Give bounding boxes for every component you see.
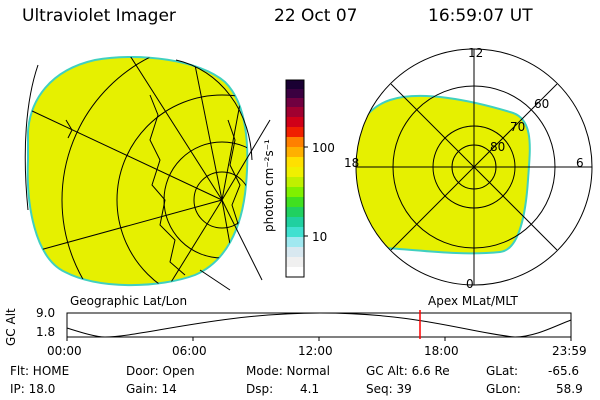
mlat-label-60: 60: [534, 97, 550, 111]
status-dsp-label: Dsp:: [246, 382, 274, 396]
geographic-panel-label: Geographic Lat/Lon: [70, 294, 188, 308]
mlat-label-80: 80: [490, 140, 506, 154]
mlt-label-12: 12: [468, 46, 484, 60]
status-seq: Seq: 39: [366, 382, 412, 396]
date-label: 22 Oct 07: [274, 6, 358, 26]
status-glat-value: -65.6: [548, 364, 580, 378]
status-flt: Flt: HOME: [10, 364, 70, 378]
instrument-title: Ultraviolet Imager: [22, 6, 176, 26]
time-label: 16:59:07 UT: [428, 6, 533, 26]
colorbar-tick-100: 100: [312, 141, 335, 155]
status-glon-value: 58.9: [556, 382, 583, 396]
timeline-ytick-9: 9.0: [36, 306, 56, 320]
orbit-timeline: [66, 310, 572, 341]
timeline-xtick-2359: 23:59: [552, 344, 587, 358]
mlt-label-18: 18: [344, 156, 360, 170]
mlt-label-6: 6: [576, 156, 584, 170]
timeline-xtick-0600: 06:00: [172, 344, 207, 358]
left-map-panel: [24, 55, 271, 291]
status-gc-alt: GC Alt: 6.6 Re: [366, 364, 450, 378]
status-door: Door: Open: [126, 364, 195, 378]
timeline-ylabel: GC Alt: [4, 308, 18, 346]
colorbar-tick-10: 10: [312, 230, 328, 244]
left-aurora-fill: [26, 55, 249, 287]
orbit-altitude-curve: [66, 312, 572, 338]
right-polar-panel: [355, 48, 593, 286]
status-dsp-value: 4.1: [300, 382, 320, 396]
timeline-xtick-1800: 18:00: [424, 344, 459, 358]
timeline-ytick-1-8: 1.8: [36, 325, 56, 339]
status-gain: Gain: 14: [126, 382, 177, 396]
right-aurora-fill: [356, 94, 531, 255]
mlat-label-70: 70: [510, 120, 526, 134]
status-ip: IP: 18.0: [10, 382, 56, 396]
mlt-label-0: 0: [466, 277, 474, 291]
apex-panel-label: Apex MLat/MLT: [428, 294, 518, 308]
status-mode: Mode: Normal: [246, 364, 330, 378]
status-glon-label: GLon:: [486, 382, 521, 396]
colorbar: [285, 79, 308, 278]
timeline-xtick-1200: 12:00: [298, 344, 333, 358]
timeline-xtick-0000: 00:00: [47, 344, 82, 358]
colorbar-unit-label: photon cm⁻²s⁻¹: [262, 139, 276, 232]
status-glat-label: GLat:: [486, 364, 519, 378]
